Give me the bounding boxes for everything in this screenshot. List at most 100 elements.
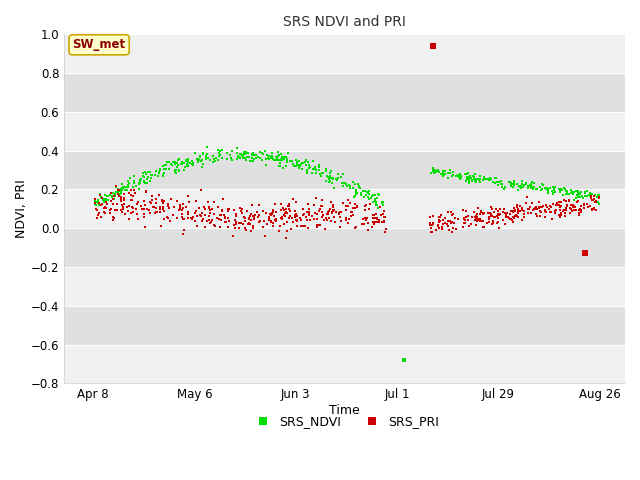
Point [490,180,500,187]
Point [134,180,144,187]
Point [516,184,526,192]
Point [303,158,313,166]
Point [367,198,378,206]
Point [138,169,148,177]
Point [488,212,498,220]
Point [584,191,594,199]
Point [318,211,328,219]
Point [213,156,223,164]
Point [232,149,243,156]
Bar [64,306,625,345]
Point [577,192,587,200]
Point [465,172,476,180]
Point [271,217,281,225]
Point [282,209,292,216]
Point [262,220,273,228]
Point [462,173,472,180]
Point [106,205,116,213]
Point [179,215,189,223]
Point [484,213,494,221]
Point [454,172,465,180]
Point [428,212,438,220]
Point [200,205,210,213]
Point [99,198,109,205]
Point [538,180,548,188]
Point [554,198,564,206]
Point [339,179,349,187]
Point [193,158,203,166]
Point [479,223,489,231]
Point [145,209,156,217]
Point [170,158,180,166]
Point [513,214,524,221]
Point [478,217,488,225]
Point [103,196,113,204]
Point [518,183,529,191]
Point [593,192,604,200]
Point [438,172,448,180]
Point [236,204,246,212]
Point [445,166,455,174]
Point [266,153,276,161]
Point [141,170,152,178]
Point [175,201,185,209]
Point [240,224,250,231]
Point [527,179,538,186]
Point [279,154,289,161]
Point [556,199,566,206]
Point [283,202,293,210]
Point [292,216,302,224]
Point [155,203,165,211]
Point [350,192,360,200]
Point [161,161,172,169]
Point [93,199,103,207]
Point [275,159,285,167]
Point [317,213,327,220]
Point [561,185,571,193]
Point [481,176,492,183]
Point [556,211,566,218]
Point [585,192,595,199]
Point [554,211,564,218]
Point [545,202,555,210]
Point [571,194,581,202]
Point [296,222,306,229]
Point [438,220,448,228]
Point [268,153,278,160]
Point [250,154,260,161]
Point [493,210,503,218]
Point [233,153,243,160]
Point [488,178,498,185]
Point [246,227,257,235]
Point [489,208,499,216]
Point [276,150,287,157]
Point [291,163,301,170]
Point [573,211,584,218]
Point [340,216,351,224]
Point [556,211,566,219]
Point [458,206,468,214]
Point [547,216,557,223]
Point [428,164,438,172]
Point [336,217,346,225]
Point [145,198,156,205]
Point [140,168,150,176]
Point [227,154,237,162]
Point [122,186,132,193]
Point [380,228,390,236]
Point [282,158,292,166]
Point [134,185,144,192]
Point [546,203,556,211]
Point [328,175,338,182]
Point [435,214,445,221]
Point [349,193,359,201]
Point [95,201,106,208]
Point [145,174,156,182]
Point [534,207,545,215]
Point [445,217,455,225]
Point [438,171,449,179]
Point [490,174,500,182]
Point [343,202,353,210]
Point [208,158,218,166]
Point [113,185,123,192]
